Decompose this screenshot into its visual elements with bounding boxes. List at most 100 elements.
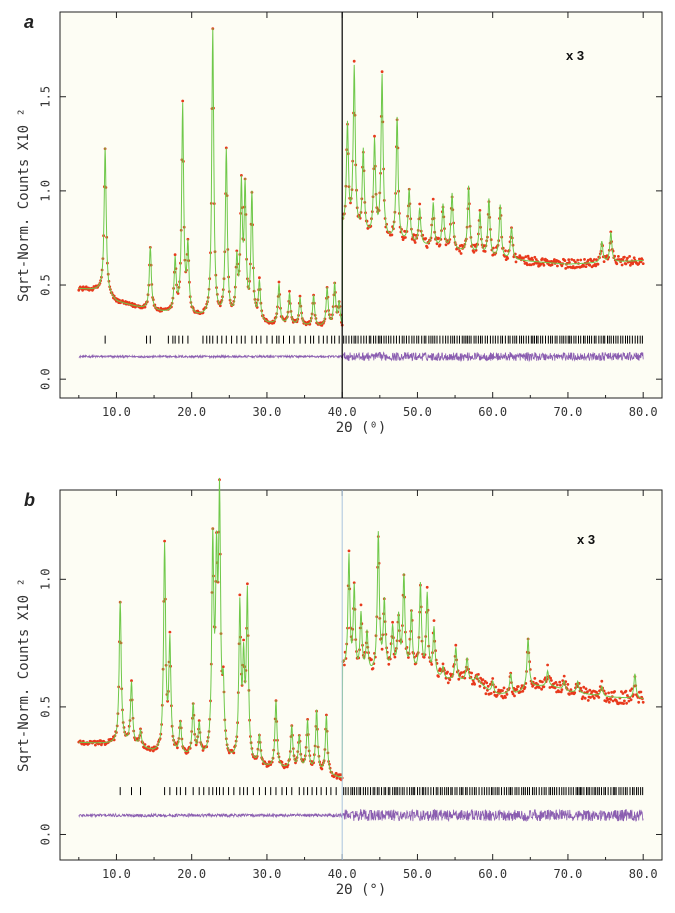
observed-point — [615, 700, 619, 703]
observed-point — [579, 686, 583, 690]
observed-point — [525, 263, 529, 267]
y-axis-title: Sqrt-Norm. Counts X10 ² — [16, 108, 32, 302]
observed-point — [533, 255, 537, 259]
observed-point — [218, 304, 222, 308]
observed-point — [413, 241, 417, 244]
observed-point — [582, 264, 586, 268]
y-tick-label: 1.0 — [39, 180, 53, 202]
observed-point — [562, 674, 566, 678]
observed-point — [564, 267, 568, 270]
observed-point — [370, 658, 373, 661]
observed-point — [99, 739, 102, 742]
observed-point — [625, 701, 628, 705]
observed-point — [541, 680, 544, 684]
observed-point — [373, 134, 376, 138]
observed-point — [554, 681, 558, 684]
observed-point — [641, 700, 645, 704]
observed-point — [359, 603, 363, 607]
observed-point — [567, 258, 571, 262]
observed-point — [224, 146, 228, 150]
observed-point — [221, 665, 225, 669]
observed-point — [194, 743, 198, 747]
observed-point — [343, 663, 346, 667]
observed-point — [582, 685, 586, 689]
observed-point — [615, 262, 619, 266]
observed-point — [347, 549, 351, 553]
x-tick-label: 20.0 — [177, 867, 206, 881]
plot-frame — [59, 489, 663, 861]
x-tick-label: 10.0 — [102, 405, 131, 419]
observed-point — [624, 689, 628, 693]
observed-point — [94, 743, 97, 747]
observed-point — [611, 699, 615, 703]
x-tick-label: 70.0 — [553, 405, 582, 419]
observed-point — [437, 675, 440, 678]
observed-point — [576, 258, 580, 262]
observed-point — [624, 262, 628, 266]
x-tick-label: 10.0 — [102, 867, 131, 881]
observed-point — [629, 263, 632, 267]
calculated-line — [78, 477, 644, 779]
observed-point — [481, 678, 485, 681]
observed-point — [586, 258, 590, 262]
x-tick-label: 80.0 — [629, 867, 658, 881]
observed-point — [561, 679, 565, 682]
y-axis-title: Sqrt-Norm. Counts X10 ² — [16, 578, 32, 772]
observed-point — [147, 745, 151, 749]
observed-point — [586, 690, 589, 694]
observed-point — [556, 264, 559, 268]
observed-point — [531, 258, 534, 262]
observed-point — [277, 280, 281, 284]
observed-point — [438, 243, 442, 247]
observed-point — [497, 688, 501, 692]
observed-point — [504, 696, 507, 699]
observed-point — [446, 670, 449, 674]
observed-point — [586, 699, 590, 702]
observed-point — [637, 262, 641, 266]
y-tick-label: 1.5 — [39, 86, 53, 108]
x-tick-label: 30.0 — [252, 867, 281, 881]
observed-point — [594, 264, 598, 268]
observed-point — [492, 246, 495, 250]
observed-point — [441, 662, 445, 666]
observed-point — [579, 258, 583, 262]
y-tick-label: 0.0 — [39, 824, 53, 846]
observed-point — [568, 261, 571, 264]
observed-point — [446, 681, 450, 685]
observed-point — [460, 671, 464, 674]
observed-point — [478, 684, 482, 688]
x-tick-label: 60.0 — [478, 405, 507, 419]
observed-point — [558, 680, 562, 684]
observed-point — [181, 99, 185, 103]
observed-point — [560, 688, 564, 691]
observed-point — [539, 262, 543, 266]
observed-point — [540, 687, 543, 691]
observed-point — [541, 257, 544, 260]
observed-point — [557, 690, 561, 694]
observed-point — [604, 692, 607, 695]
observed-point — [435, 242, 439, 246]
observed-point — [472, 250, 476, 254]
observed-point — [519, 690, 522, 694]
observed-point — [513, 694, 516, 698]
observed-point — [589, 696, 592, 699]
observed-point — [319, 321, 322, 325]
observed-point — [553, 258, 556, 261]
x-tick-label: 80.0 — [629, 405, 658, 419]
x-tick-label: 30.0 — [252, 405, 281, 419]
observed-point — [294, 761, 297, 765]
observed-point — [380, 70, 384, 74]
y-tick-label: 1.0 — [39, 568, 53, 590]
observed-point — [607, 700, 611, 704]
observed-point — [242, 638, 246, 642]
observed-point — [235, 249, 239, 253]
observed-point — [258, 276, 261, 280]
observed-point — [596, 262, 600, 266]
observed-point — [424, 237, 428, 240]
observed-point — [489, 692, 493, 695]
observed-point — [514, 260, 518, 264]
observed-point — [473, 682, 476, 686]
observed-point — [607, 691, 610, 695]
observed-point — [550, 263, 554, 267]
